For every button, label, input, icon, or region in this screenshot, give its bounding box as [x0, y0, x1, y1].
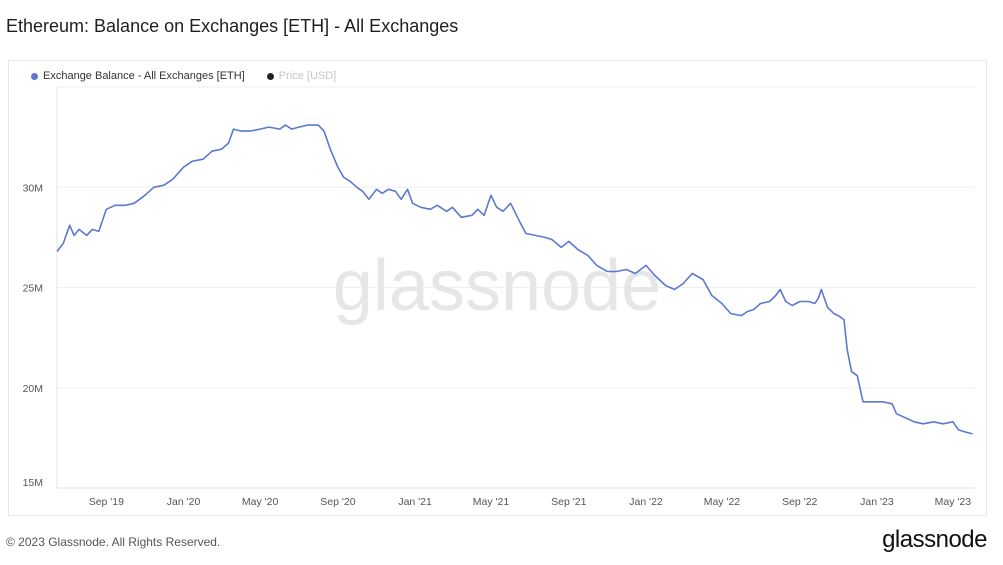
grid-lines	[57, 86, 975, 389]
y-axis-ticks: 15M 20M 25M 30M	[23, 182, 43, 489]
legend-label-exchange-balance: Exchange Balance - All Exchanges [ETH]	[43, 70, 245, 82]
legend-item-price[interactable]: Price [USD]	[266, 70, 337, 82]
series-line-exchange-balance[interactable]	[56, 124, 973, 435]
x-tick-label: May '20	[242, 496, 279, 508]
legend-dot-price	[266, 72, 274, 80]
x-tick-label: Sep '19	[89, 496, 124, 508]
y-tick-label: 25M	[23, 283, 43, 295]
x-tick-label: Jan '23	[860, 496, 894, 508]
x-tick-label: Jan '21	[398, 496, 432, 508]
x-axis-ticks: Sep '19 Jan '20 May '20 Sep '20 Jan '21 May '…	[89, 496, 972, 508]
x-tick-label: May '23	[935, 496, 972, 508]
series-layer	[56, 124, 973, 435]
x-tick-label: Sep '21	[551, 496, 586, 508]
x-tick-label: May '21	[473, 496, 510, 508]
legend-item-exchange-balance[interactable]: Exchange Balance - All Exchanges [ETH]	[31, 70, 245, 82]
y-tick-label: 30M	[23, 182, 43, 194]
chart-title: Ethereum: Balance on Exchanges [ETH] - A…	[6, 16, 459, 36]
x-tick-label: Jan '20	[167, 496, 201, 508]
x-tick-label: May '22	[704, 496, 741, 508]
copyright-text: © 2023 Glassnode. All Rights Reserved.	[6, 535, 221, 549]
x-tick-label: Jan '22	[629, 496, 663, 508]
y-tick-label: 15M	[23, 477, 43, 489]
legend-label-price: Price [USD]	[278, 70, 337, 82]
y-tick-label: 20M	[23, 383, 43, 395]
x-tick-label: Sep '22	[782, 496, 817, 508]
x-tick-label: Sep '20	[320, 496, 355, 508]
watermark: glassnode	[333, 246, 661, 326]
legend-dot-exchange-balance	[31, 72, 38, 80]
legend: Exchange Balance - All Exchanges [ETH] P…	[31, 70, 336, 82]
glassnode-logo[interactable]: glassnode	[882, 526, 987, 553]
